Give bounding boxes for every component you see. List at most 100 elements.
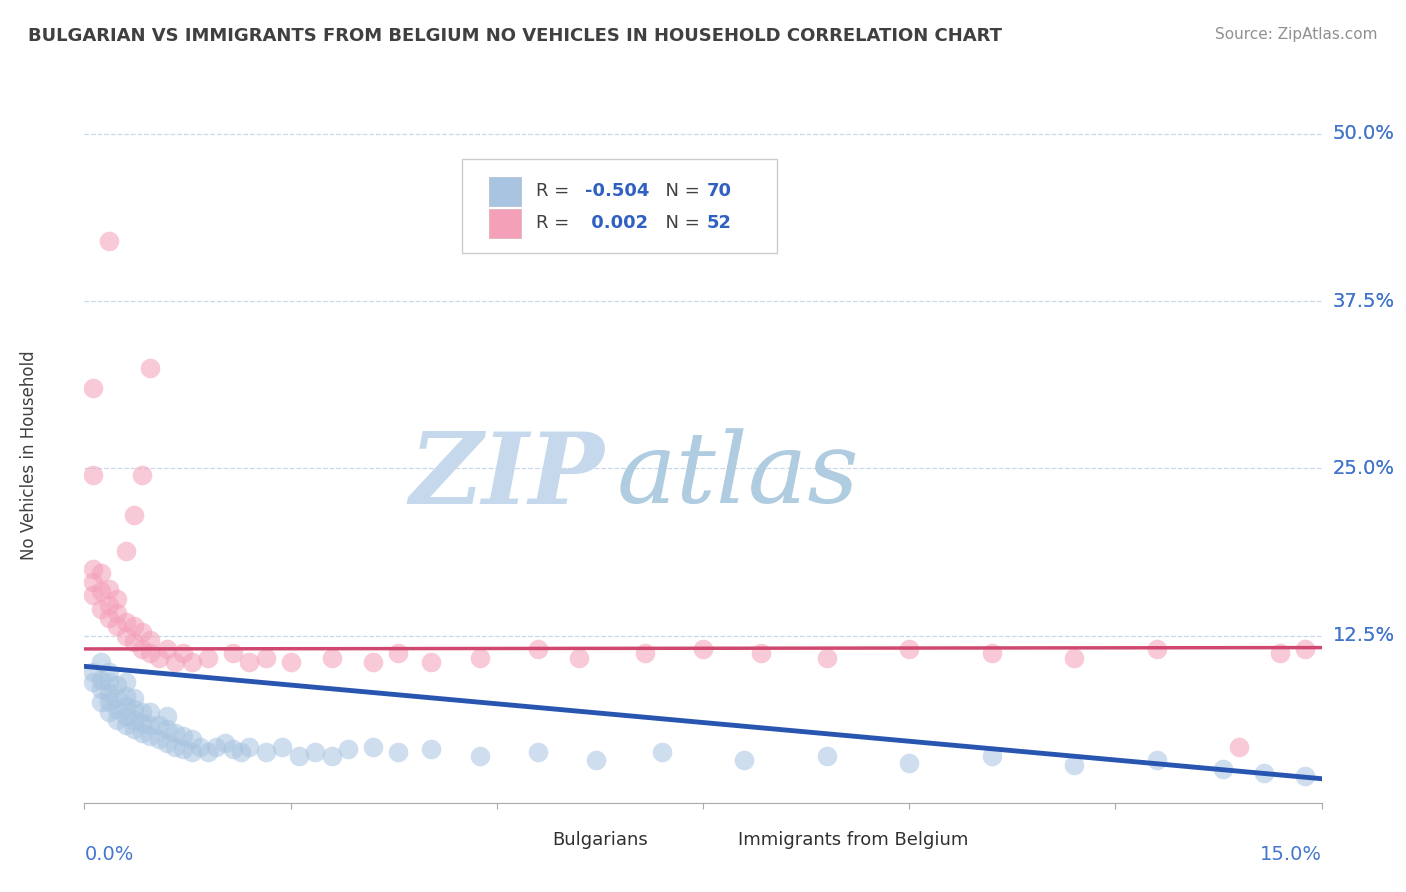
Point	[172, 729, 194, 743]
Text: 12.5%: 12.5%	[1333, 626, 1395, 645]
Point	[222, 646, 245, 660]
Point	[222, 742, 245, 756]
Point	[321, 651, 343, 665]
Text: N =: N =	[654, 182, 704, 200]
Point	[98, 686, 121, 700]
Point	[361, 655, 384, 669]
Point	[527, 642, 550, 657]
Point	[980, 749, 1002, 764]
Point	[156, 642, 179, 657]
Point	[1270, 646, 1292, 660]
Point	[321, 749, 343, 764]
Point	[254, 745, 277, 759]
Bar	[517, 830, 544, 852]
Point	[98, 582, 121, 596]
Point	[114, 675, 136, 690]
Point	[165, 726, 187, 740]
Point	[98, 598, 121, 612]
Point	[172, 742, 194, 756]
Bar	[703, 830, 730, 852]
Point	[148, 651, 170, 665]
Point	[131, 624, 153, 639]
Text: 0.0%: 0.0%	[84, 845, 134, 863]
Point	[114, 689, 136, 703]
Point	[568, 651, 591, 665]
Text: 37.5%: 37.5%	[1333, 292, 1395, 310]
Text: 25.0%: 25.0%	[1333, 458, 1395, 478]
Point	[90, 696, 112, 710]
Point	[898, 756, 921, 770]
Point	[815, 651, 838, 665]
Point	[361, 739, 384, 754]
Point	[122, 508, 145, 523]
Text: 50.0%: 50.0%	[1333, 124, 1395, 144]
Point	[131, 715, 153, 730]
Point	[156, 723, 179, 737]
Point	[139, 718, 162, 732]
Point	[90, 566, 112, 580]
Text: 37.5%: 37.5%	[1333, 292, 1395, 310]
Point	[139, 632, 162, 647]
Point	[527, 745, 550, 759]
Point	[131, 642, 153, 657]
Point	[1146, 642, 1168, 657]
Point	[82, 665, 104, 679]
Point	[165, 655, 187, 669]
Point	[197, 651, 219, 665]
Bar	[489, 209, 522, 238]
Point	[139, 729, 162, 743]
Point	[148, 718, 170, 732]
Point	[1294, 769, 1316, 783]
Point	[105, 619, 128, 633]
Point	[288, 749, 311, 764]
Point	[82, 575, 104, 590]
Point	[815, 749, 838, 764]
Point	[337, 742, 360, 756]
Point	[156, 708, 179, 723]
Point	[98, 611, 121, 625]
Text: Source: ZipAtlas.com: Source: ZipAtlas.com	[1215, 27, 1378, 42]
Point	[1253, 766, 1275, 780]
Point	[692, 642, 714, 657]
Point	[98, 234, 121, 248]
Point	[180, 731, 202, 746]
Point	[898, 642, 921, 657]
Point	[131, 726, 153, 740]
Text: 12.5%: 12.5%	[1333, 626, 1395, 645]
Point	[122, 619, 145, 633]
Text: -0.504: -0.504	[585, 182, 650, 200]
Point	[82, 562, 104, 576]
Text: Bulgarians: Bulgarians	[553, 831, 648, 849]
Text: Immigrants from Belgium: Immigrants from Belgium	[738, 831, 967, 849]
Point	[180, 655, 202, 669]
Point	[82, 675, 104, 690]
Point	[122, 702, 145, 716]
Point	[98, 665, 121, 679]
Point	[105, 678, 128, 692]
Point	[122, 691, 145, 706]
Text: 52: 52	[707, 214, 731, 232]
Text: ZIP: ZIP	[409, 427, 605, 524]
Point	[470, 651, 492, 665]
Text: N =: N =	[654, 214, 704, 232]
Point	[82, 589, 104, 603]
Point	[180, 745, 202, 759]
Point	[90, 681, 112, 696]
Point	[114, 708, 136, 723]
Point	[105, 606, 128, 620]
FancyBboxPatch shape	[461, 159, 778, 253]
Text: R =: R =	[536, 182, 575, 200]
Text: 0.002: 0.002	[585, 214, 648, 232]
Point	[1063, 651, 1085, 665]
Point	[419, 655, 441, 669]
Text: 15.0%: 15.0%	[1260, 845, 1322, 863]
Point	[90, 602, 112, 616]
Point	[122, 635, 145, 649]
Point	[114, 544, 136, 558]
Bar	[489, 177, 522, 206]
Point	[419, 742, 441, 756]
Point	[229, 745, 252, 759]
Text: No Vehicles in Household: No Vehicles in Household	[20, 350, 38, 560]
Point	[172, 646, 194, 660]
Point	[114, 699, 136, 714]
